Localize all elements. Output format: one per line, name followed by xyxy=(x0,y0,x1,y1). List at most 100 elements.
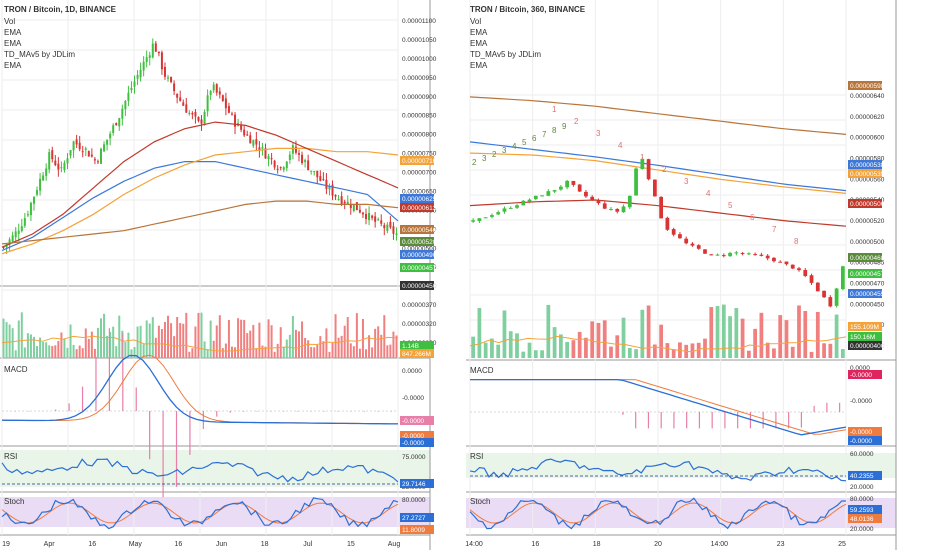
right-price-tick-9: 0.00000470 xyxy=(850,281,885,288)
left-macd-label[interactable]: MACD xyxy=(4,365,28,374)
candle-body-36 xyxy=(696,245,701,249)
volume-bar-92 xyxy=(282,347,285,358)
volume-bar-40 xyxy=(721,304,726,358)
candle-body-17 xyxy=(577,184,582,192)
left-date-axis[interactable]: 19 Apr 16 May 16 Jun 18 Jul 15 Aug xyxy=(2,541,400,548)
candle-body-7 xyxy=(515,205,519,208)
left-stoch-label[interactable]: Stoch xyxy=(4,497,24,506)
candle-body-101 xyxy=(310,170,313,172)
right-indicator-ema-1[interactable]: EMA xyxy=(470,28,488,37)
right-indicator-td[interactable]: TD_MAv5 by JDLim xyxy=(470,50,541,59)
left-price-tag-2-bg xyxy=(400,203,434,212)
right-indicator-ema-2[interactable]: EMA xyxy=(470,39,488,48)
volume-bar-3 xyxy=(11,328,14,358)
right-macd-tag-2-text: -0.0000 xyxy=(850,438,872,445)
candle-body-87 xyxy=(267,156,270,160)
candle-body-13 xyxy=(42,175,45,181)
candle-body-4 xyxy=(14,231,17,238)
left-price-tag-1-text: 0.00000625 xyxy=(402,196,437,203)
candle-body-0 xyxy=(2,246,5,248)
candle-body-53 xyxy=(163,66,166,77)
right-indicator-vol[interactable]: Vol xyxy=(470,17,481,26)
left-indicator-ema-3[interactable]: EMA xyxy=(4,61,22,70)
volume-bar-21 xyxy=(66,347,69,358)
candle-body-42 xyxy=(130,87,133,91)
candle-body-99 xyxy=(304,160,307,162)
right-stoch-label[interactable]: Stoch xyxy=(470,497,490,506)
right-volume-tag-0-bg xyxy=(848,322,882,331)
left-macd-tick-0: 0.0000 xyxy=(402,368,422,375)
left-macd-tag-2: -0.0000 xyxy=(400,438,434,447)
candle-body-36 xyxy=(112,125,115,134)
candle-body-4 xyxy=(496,212,501,215)
volume-bar-25 xyxy=(627,348,632,358)
stoch-k-line xyxy=(469,497,846,530)
right-price-axis[interactable]: 0.00000640 0.00000620 0.00000600 0.00000580… xyxy=(848,81,885,533)
volume-bar-12 xyxy=(546,304,551,358)
right-date-axis[interactable]: 14:00 16 18 20 14:00 23 25 xyxy=(465,541,846,548)
left-price-tag-0: 0.00000716 xyxy=(400,156,437,165)
left-price-tick-16: 0.00000320 xyxy=(402,321,437,328)
volume-bar-33 xyxy=(103,313,106,358)
right-indicator-ema-3[interactable]: EMA xyxy=(470,61,488,70)
volume-bar-17 xyxy=(54,345,57,358)
candle-body-23 xyxy=(615,208,620,212)
right-volume-tag-2: 0.00000400 xyxy=(848,341,885,350)
right-grid xyxy=(469,0,847,535)
candle-body-52 xyxy=(797,268,801,271)
candle-body-63 xyxy=(194,111,197,117)
volume-bar-31 xyxy=(665,343,670,358)
candle-body-11 xyxy=(540,195,544,197)
right-price-tick-6: 0.00000520 xyxy=(850,218,885,225)
volume-bar-3 xyxy=(490,338,494,358)
left-volume-tag-1: 847.266M xyxy=(400,349,434,358)
candle-body-111 xyxy=(340,196,343,205)
volume-bar-14 xyxy=(558,334,563,358)
volume-bar-80 xyxy=(246,333,249,358)
left-macd-pane xyxy=(1,328,399,498)
candle-body-126 xyxy=(386,224,389,231)
volume-bar-6 xyxy=(20,312,23,358)
volume-bar-12 xyxy=(39,337,42,358)
candle-body-46 xyxy=(142,61,145,71)
candle-body-0 xyxy=(471,220,476,222)
td-down-count-0: 1 xyxy=(552,105,557,114)
candle-body-34 xyxy=(684,238,689,244)
candle-body-89 xyxy=(273,160,276,168)
candle-body-75 xyxy=(230,113,233,115)
candle-body-95 xyxy=(291,145,294,154)
volume-bar-9 xyxy=(29,334,32,358)
volume-bar-115 xyxy=(352,346,355,358)
candle-body-48 xyxy=(148,55,151,58)
left-indicator-ema-2[interactable]: EMA xyxy=(4,39,22,48)
left-stoch-tag-0-text: 27.2727 xyxy=(402,515,426,522)
right-macd-label[interactable]: MACD xyxy=(470,366,494,375)
left-indicator-ema-1[interactable]: EMA xyxy=(4,28,22,37)
candle-body-107 xyxy=(328,186,331,190)
left-chart-panel[interactable]: TRON / Bitcoin, 1D, BINANCE Vol EMA EMA … xyxy=(0,0,437,550)
candle-body-34 xyxy=(106,139,109,145)
volume-bar-4 xyxy=(496,344,501,358)
left-indicator-vol[interactable]: Vol xyxy=(4,17,15,26)
left-price-tick-15: 0.00000370 xyxy=(402,302,437,309)
right-price-tag-5: 0.00000457 xyxy=(848,269,885,278)
left-price-tag-4-bg xyxy=(400,237,434,246)
candle-body-88 xyxy=(270,158,273,160)
left-rsi-label[interactable]: RSI xyxy=(4,452,17,461)
left-indicator-td[interactable]: TD_MAv5 by JDLim xyxy=(4,50,75,59)
right-macd-tag-2: -0.0000 xyxy=(848,436,882,445)
right-rsi-band xyxy=(466,453,896,478)
candle-body-71 xyxy=(218,91,221,95)
candle-body-12 xyxy=(39,178,42,191)
left-price-axis[interactable]: 0.00001100 0.00001050 0.00001000 0.00000950… xyxy=(400,18,437,534)
right-rsi-label[interactable]: RSI xyxy=(470,452,483,461)
volume-bar-46 xyxy=(142,344,145,358)
right-price-tick-4: 0.00000560 xyxy=(850,176,885,183)
right-macd-tag-0: -0.0000 xyxy=(848,370,882,379)
volume-bar-75 xyxy=(230,346,233,358)
left-price-tag-2-text: 0.00000613 xyxy=(402,205,437,212)
left-date-label-2: 16 xyxy=(88,541,96,548)
candle-body-26 xyxy=(81,151,84,153)
